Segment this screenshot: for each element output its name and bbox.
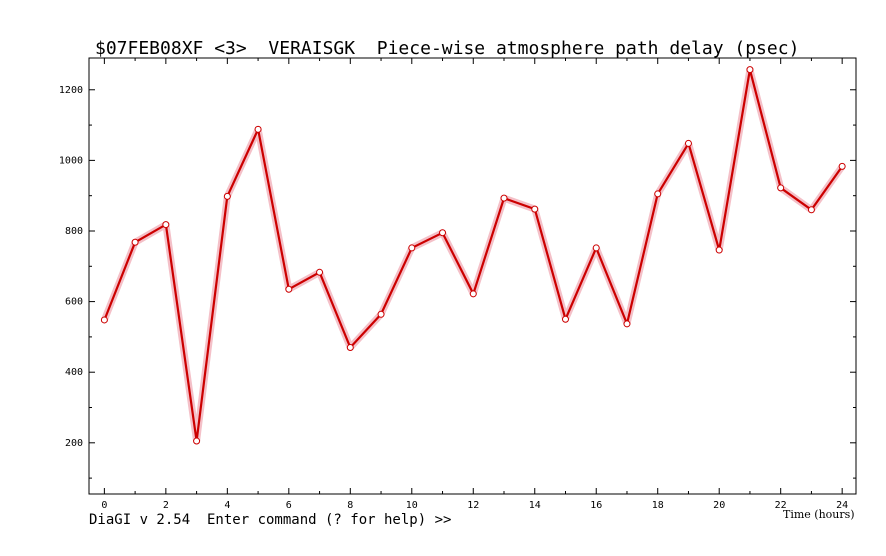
x-tick-label: 12	[467, 500, 479, 511]
x-tick-label: 8	[347, 500, 353, 511]
x-axis: 0 2 4 6 8 10 12 14 16 18 20 22 24	[101, 58, 848, 511]
data-point	[439, 229, 447, 237]
data-point	[408, 244, 416, 252]
data-point	[654, 190, 662, 198]
x-tick-label: 10	[406, 500, 418, 511]
series-line	[103, 69, 844, 442]
x-tick-label: 14	[529, 500, 541, 511]
data-point	[100, 316, 108, 324]
series-layer	[100, 66, 846, 445]
data-point	[377, 310, 385, 318]
data-point	[746, 66, 754, 74]
command-prompt[interactable]: DiaGI v 2.54 Enter command (? for help) …	[89, 512, 452, 528]
y-tick-label: 200	[65, 438, 83, 449]
y-tick-label: 1000	[59, 155, 83, 166]
data-point	[807, 206, 815, 214]
data-point	[838, 162, 846, 170]
data-point	[316, 268, 324, 276]
chart-title: $07FEB08XF <3> VERAISGK Piece-wise atmos…	[95, 38, 799, 59]
data-point	[531, 205, 539, 213]
x-tick-label: 18	[652, 500, 664, 511]
x-axis-label: Time (hours)	[783, 508, 855, 521]
y-tick-label: 600	[65, 297, 83, 308]
x-tick-label: 24	[836, 500, 848, 511]
x-tick-label: 20	[713, 500, 725, 511]
y-tick-label: 800	[65, 226, 83, 237]
y-axis: 200 400 600 800 1000 1200	[59, 85, 856, 479]
x-tick-label: 0	[101, 500, 107, 511]
x-tick-label: 4	[224, 500, 230, 511]
data-point	[715, 246, 723, 254]
data-point	[684, 139, 692, 147]
x-tick-label: 16	[590, 500, 602, 511]
y-tick-label: 400	[65, 367, 83, 378]
data-point	[162, 221, 170, 229]
data-point	[285, 285, 293, 293]
error-band	[101, 66, 846, 445]
plot-frame	[88, 57, 857, 495]
data-point	[346, 343, 354, 351]
data-point	[193, 437, 201, 445]
data-point	[131, 238, 139, 246]
y-tick-label: 1200	[59, 85, 83, 96]
data-point	[623, 320, 631, 328]
data-point	[592, 244, 600, 252]
x-tick-label: 6	[286, 500, 292, 511]
x-tick-label: 2	[163, 500, 169, 511]
data-point	[223, 192, 231, 200]
x-tick-label: 22	[775, 500, 787, 511]
data-point	[561, 315, 569, 323]
data-point	[500, 194, 508, 202]
data-point	[777, 184, 785, 192]
data-point	[469, 290, 477, 298]
data-point	[254, 125, 262, 133]
